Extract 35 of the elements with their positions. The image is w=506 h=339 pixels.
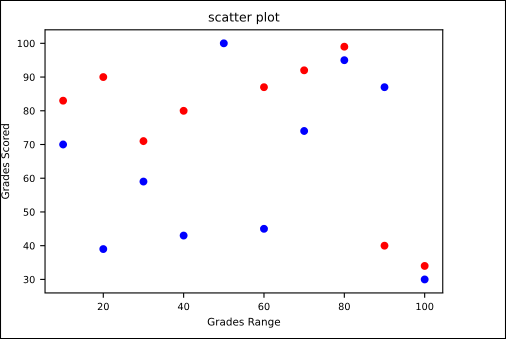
x-tick-label: 20 [98,302,109,310]
point [99,73,108,81]
y-tick-label: 50 [24,208,35,216]
y-tick-label: 100 [18,40,35,48]
chart-title: scatter plot [208,12,280,24]
point [180,106,188,115]
x-tick-label: 80 [338,302,350,310]
point [220,39,228,48]
point [260,224,268,233]
point [140,137,148,146]
x-tick-label: 100 [416,302,434,310]
point [420,262,429,270]
point [260,83,268,92]
point [340,56,348,64]
y-tick-label: 80 [24,107,35,115]
point [380,242,388,250]
point [420,275,429,284]
point [99,245,108,254]
point [380,83,388,92]
point [140,178,148,186]
point [59,96,68,105]
point [300,127,308,135]
x-tick-label: 40 [178,302,190,310]
point [300,66,308,74]
point [180,232,188,240]
y-tick-label: 70 [24,140,35,148]
y-tick-label: 60 [24,174,35,182]
y-tick-label: 90 [24,74,35,81]
point [59,140,68,148]
point [340,42,348,51]
y-axis-title: Grades Scored [1,124,10,199]
x-axis-title: Grades Range [208,318,280,328]
x-tick-label: 60 [258,302,270,310]
y-tick-label: 30 [24,276,35,284]
y-tick-label: 40 [23,242,35,250]
